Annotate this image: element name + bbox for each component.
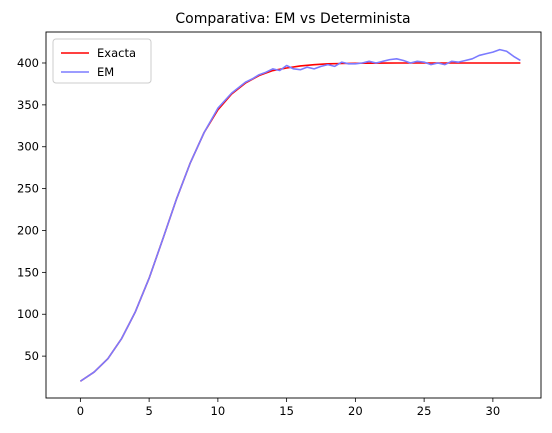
x-tick-label: 15	[279, 404, 294, 418]
x-tick-label: 20	[348, 404, 363, 418]
y-tick-label: 250	[17, 182, 39, 196]
y-tick-label: 50	[24, 349, 39, 363]
x-tick-label: 30	[486, 404, 501, 418]
series-line-em	[79, 48, 521, 382]
legend-label: Exacta	[97, 46, 136, 60]
y-tick-label: 100	[17, 307, 39, 321]
x-tick-label: 25	[417, 404, 432, 418]
y-tick-label: 200	[17, 223, 39, 237]
y-tick-label: 400	[17, 56, 39, 70]
x-axis: 0 5 10 15 20 25 30	[77, 398, 500, 418]
legend: Exacta EM	[52, 38, 152, 84]
plot-area	[45, 31, 542, 399]
x-tick-label: 0	[77, 404, 84, 418]
y-tick-label: 300	[17, 140, 39, 154]
y-tick-label: 150	[17, 265, 39, 279]
y-tick-label: 350	[17, 98, 39, 112]
legend-label: EM	[97, 65, 114, 79]
x-tick-label: 5	[145, 404, 152, 418]
x-tick-label: 10	[211, 404, 226, 418]
series-layer	[79, 48, 521, 382]
y-axis: 50 100 150 200 250 300 350 400	[17, 56, 46, 363]
series-line-exacta	[79, 62, 521, 382]
chart-title: Comparativa: EM vs Determinista	[175, 11, 410, 27]
